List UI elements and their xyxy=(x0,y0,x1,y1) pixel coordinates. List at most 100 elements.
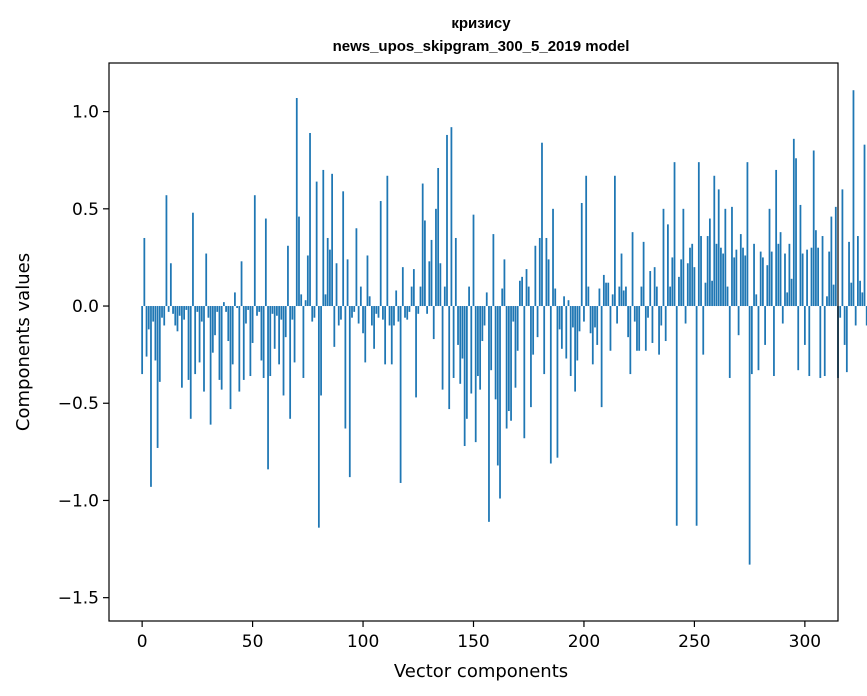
bar-114 xyxy=(393,306,395,326)
bar-232 xyxy=(653,267,656,307)
bar-190 xyxy=(560,306,563,349)
bar-108 xyxy=(379,201,382,307)
bar-153 xyxy=(479,306,482,390)
bar-129 xyxy=(426,306,428,314)
bar-97 xyxy=(355,228,358,307)
bar-113 xyxy=(390,306,393,365)
bar-60 xyxy=(273,306,276,349)
bar-132 xyxy=(432,306,435,340)
bar-291 xyxy=(784,253,786,307)
bar-197 xyxy=(576,306,579,361)
bar-145 xyxy=(461,306,464,359)
bar-87 xyxy=(333,306,336,347)
bar-219 xyxy=(625,286,627,307)
bar-107 xyxy=(377,306,380,318)
bar-187 xyxy=(554,288,557,307)
bar-51 xyxy=(253,195,256,307)
bar-296 xyxy=(795,158,797,307)
bar-211 xyxy=(607,282,610,307)
bar-179 xyxy=(536,306,539,338)
bar-234 xyxy=(658,306,660,355)
bar-18 xyxy=(181,306,183,388)
bar-272 xyxy=(742,247,744,307)
bar-254 xyxy=(702,306,705,355)
bar-222 xyxy=(631,232,634,307)
bar-58 xyxy=(269,306,272,377)
bar-287 xyxy=(775,169,778,307)
bar-265 xyxy=(726,286,729,307)
bar-53 xyxy=(258,306,261,312)
bar-233 xyxy=(655,286,658,307)
bar-198 xyxy=(578,306,581,332)
bar-224 xyxy=(636,306,638,351)
bar-67 xyxy=(289,306,292,419)
bar-118 xyxy=(401,267,404,307)
bar-205 xyxy=(594,306,596,328)
bar-68 xyxy=(291,306,294,320)
bar-246 xyxy=(684,306,687,324)
bar-34 xyxy=(216,306,219,312)
bar-221 xyxy=(629,306,632,375)
bar-231 xyxy=(651,306,654,343)
bar-89 xyxy=(337,306,340,326)
bar-151 xyxy=(474,306,477,443)
bar-64 xyxy=(282,306,285,396)
bar-313 xyxy=(832,284,835,307)
bar-42 xyxy=(234,292,236,307)
bar-316 xyxy=(839,306,842,318)
bar-140 xyxy=(450,127,453,307)
bar-308 xyxy=(821,236,824,307)
bar-32 xyxy=(211,306,214,353)
bar-305 xyxy=(815,230,817,307)
bar-170 xyxy=(516,306,519,351)
bar-220 xyxy=(627,306,630,338)
bar-195 xyxy=(572,306,574,328)
bar-286 xyxy=(773,306,775,377)
bar-0 xyxy=(141,306,144,375)
bar-304 xyxy=(812,150,815,307)
bar-199 xyxy=(580,202,583,307)
x-tick-label-100: 100 xyxy=(347,632,379,652)
bar-37 xyxy=(222,302,225,307)
bar-127 xyxy=(421,183,424,307)
bar-77 xyxy=(311,306,314,322)
bar-227 xyxy=(642,241,645,307)
bar-160 xyxy=(494,306,497,400)
bar-48 xyxy=(247,306,250,310)
bar-240 xyxy=(671,257,674,307)
bar-279 xyxy=(757,306,760,371)
bar-301 xyxy=(806,249,808,307)
bar-29 xyxy=(205,253,208,307)
y-tick-label-5: 1.0 xyxy=(72,103,99,123)
bar-102 xyxy=(366,255,369,307)
bar-290 xyxy=(781,306,784,324)
y-tick-label-2: −0.5 xyxy=(58,394,99,414)
bar-248 xyxy=(689,247,691,307)
bar-30 xyxy=(207,306,210,318)
bar-267 xyxy=(731,206,733,307)
bar-137 xyxy=(443,286,446,307)
bar-95 xyxy=(351,306,353,318)
x-tick-label-300: 300 xyxy=(789,632,821,652)
bar-123 xyxy=(412,269,415,307)
bar-128 xyxy=(424,220,426,307)
bar-280 xyxy=(759,251,762,307)
bar-261 xyxy=(717,189,720,307)
bar-166 xyxy=(507,306,510,412)
bar-269 xyxy=(735,249,738,307)
bar-282 xyxy=(764,306,766,345)
bar-100 xyxy=(362,306,364,334)
bar-72 xyxy=(300,294,303,307)
x-axis-label: Vector components xyxy=(394,661,568,682)
bar-192 xyxy=(565,306,568,359)
bar-125 xyxy=(417,306,420,314)
bar-36 xyxy=(220,306,223,390)
bar-155 xyxy=(483,306,486,326)
bar-242 xyxy=(675,306,678,526)
bar-288 xyxy=(777,243,780,307)
bar-39 xyxy=(227,306,230,342)
bar-306 xyxy=(817,247,819,307)
bar-7 xyxy=(156,306,159,448)
bar-226 xyxy=(640,286,643,307)
